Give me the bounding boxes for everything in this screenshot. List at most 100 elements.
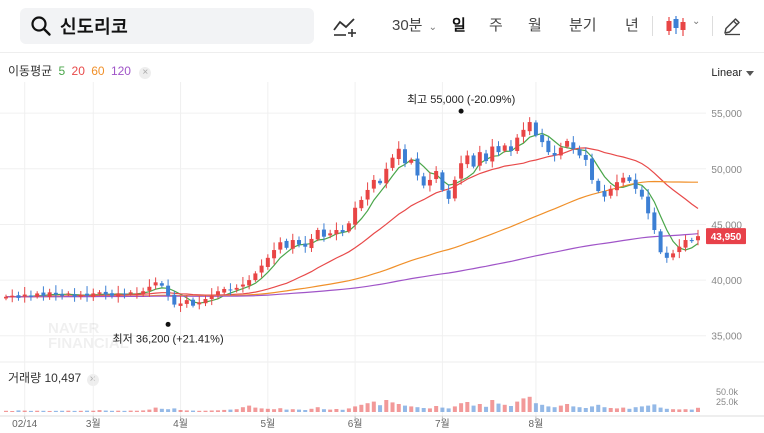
volume-bar [552,407,557,412]
chart-type-dropdown[interactable]: ⌄ [664,14,704,38]
candle-body [297,240,302,245]
candle-body [28,295,33,297]
x-tick-label: 5월 [260,418,275,430]
volume-bar [440,407,445,412]
candle-body [203,299,208,304]
tab-month[interactable]: 월 [528,17,542,34]
close-icon[interactable]: × [139,67,152,79]
candle-body [696,236,700,241]
volume-bar [128,410,133,412]
search-icon [31,16,51,36]
volume-bar [484,406,489,412]
volume-bar [321,409,326,412]
x-tick-label: 02/14 [12,419,37,430]
candle-body [16,295,21,298]
candle-body [53,292,58,295]
top-toolbar: 신도리코 30분 ⌄ 일 주 월 분기 년 ⌄ [0,0,764,52]
candle-body [178,303,183,306]
volume-bar [677,409,682,412]
volume-bar [147,409,152,412]
volume-bar [664,408,669,412]
volume-bar [540,404,545,412]
candle-body [565,140,570,147]
ma60-label: 60 [91,64,105,78]
candle-body [602,191,607,197]
ma-legend-title: 이동평균 [8,64,53,78]
volume-bar [427,408,432,412]
volume-tick-label: 50.0k [716,387,739,397]
candle-body [646,196,651,214]
moving-average-legend[interactable]: 이동평균 5 20 60 120 × [8,62,154,79]
tab-week[interactable]: 주 [489,17,503,34]
volume-bar [334,409,339,412]
candle-body [290,240,295,249]
tab-quarter[interactable]: 분기 [569,17,597,34]
candle-body [689,240,694,242]
volume-bar [66,410,71,412]
volume-bar [166,409,171,412]
volume-bar [41,410,46,412]
volume-bar [103,410,108,412]
volume-bar [571,406,576,412]
drawing-tool-icon[interactable] [332,16,358,38]
volume-bar [590,406,595,412]
volume-bar [459,403,464,412]
candle-body [621,177,626,183]
volume-bar [421,408,426,412]
candle-body [546,140,551,153]
volume-bar [527,396,532,412]
ma120-label: 120 [110,64,131,78]
candle-body [222,289,227,293]
close-icon[interactable]: × [86,374,99,386]
candle-body [284,240,289,248]
volume-bar [122,410,127,412]
ma5-line [5,132,699,304]
candle-body [166,285,171,296]
interval-dropdown[interactable]: 30분 ⌄ [392,14,437,35]
volume-bar [228,409,233,412]
volume-bar [415,407,420,412]
candle-body [91,293,96,298]
candle-body [346,223,351,232]
candle-body [159,283,164,286]
candle-body [658,231,663,253]
high-annotation: 최고 55,000 (-20.09%) [407,93,515,106]
candle-body [141,291,146,294]
candle-body [328,233,333,236]
candle-body [440,172,445,190]
candle-body [484,153,489,162]
candle-body [116,293,121,297]
candle-body [109,293,114,296]
low-marker [165,321,171,327]
volume-bar [614,408,619,412]
candle-body [652,212,657,231]
candle-body [215,291,220,295]
volume-bar [191,410,196,412]
scale-type-dropdown[interactable]: Linear [711,67,742,79]
candle-body [508,146,513,151]
volume-bar [365,403,370,412]
volume-bar [608,408,613,412]
candle-body [614,182,619,191]
volume-bar [259,408,264,412]
stock-search-box[interactable]: 신도리코 [20,8,314,44]
volume-bar [28,410,33,412]
candle-body [671,253,676,258]
candle-body [35,293,40,297]
volume-bar [309,408,314,412]
pencil-icon[interactable] [722,16,742,36]
candle-body [153,282,158,286]
tab-year[interactable]: 년 [625,17,639,34]
volume-bar [409,406,414,412]
ma5-label: 5 [58,64,66,78]
candle-body [384,168,389,184]
tab-day[interactable]: 일 [452,17,466,34]
volume-bar [521,398,526,412]
volume-bar [515,401,520,412]
volume-bar [390,402,395,412]
candle-body [683,240,688,248]
volume-bar [240,407,245,412]
y-tick-label: 40,000 [711,276,742,287]
volume-bar [434,406,439,412]
